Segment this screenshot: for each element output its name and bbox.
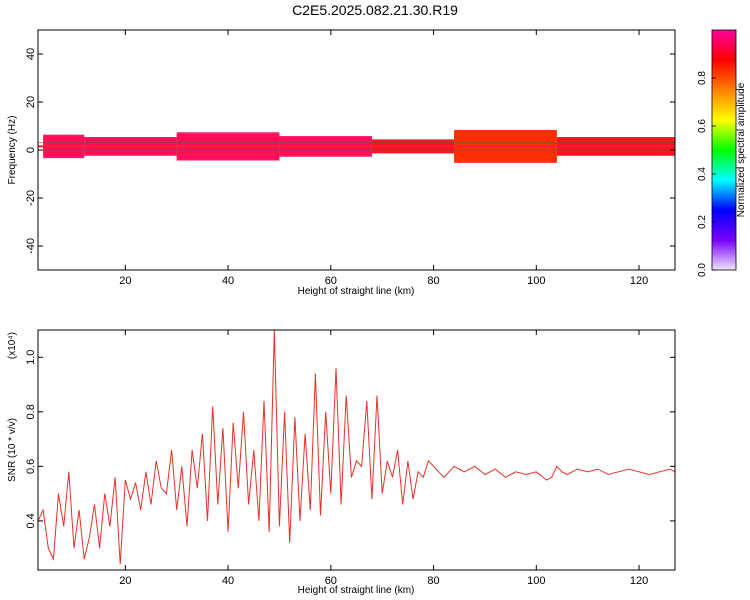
- y-tick-label: 20: [25, 96, 37, 108]
- colorbar-label: Normalized spectral amplitude: [736, 82, 747, 217]
- x-tick-label: 120: [630, 575, 648, 587]
- y-tick-label: 1.0: [25, 350, 37, 365]
- colorbar-gradient: [711, 29, 737, 271]
- snr-panel: 20 40 60 80 100 120 0.4 0.6 0.8 1.0 Height of st…: [7, 329, 676, 596]
- x-tick-label: 40: [222, 575, 234, 587]
- colorbar-tick-label: 0.6: [697, 119, 708, 133]
- colorbar-tick-label: 0.2: [697, 215, 708, 229]
- y-tick-label: 0.8: [25, 404, 37, 419]
- snr-y-axis-label: SNR (10 * v/v): [7, 418, 18, 482]
- x-tick-label: 40: [222, 275, 234, 287]
- y-tick-label: 0: [25, 147, 37, 153]
- x-tick-label: 60: [325, 575, 337, 587]
- colorbar-tick-label: 0.4: [697, 167, 708, 181]
- x-tick-label: 60: [325, 275, 337, 287]
- x-tick-label: 100: [527, 275, 545, 287]
- colorbar-tick-label: 0.0: [697, 263, 708, 277]
- y-tick-label: 40: [25, 48, 37, 60]
- spectrogram-panel: 20 40 60 80 100 120 -40 -20 0 20 40 Height of str…: [7, 29, 676, 297]
- x-tick-label: 100: [527, 575, 545, 587]
- snr-series-line: [38, 330, 675, 565]
- y-tick-label: -40: [25, 238, 37, 254]
- y-tick-label: 0.4: [25, 513, 37, 528]
- x-tick-label: 20: [119, 575, 131, 587]
- spectrogram-y-axis-label: Frequency (Hz): [7, 116, 18, 185]
- spectrogram-heatmap: [38, 129, 675, 163]
- x-tick-label: 120: [630, 275, 648, 287]
- snr-x-axis-label: Height of straight line (km): [298, 585, 415, 596]
- x-tick-label: 80: [427, 575, 439, 587]
- x-tick-label: 20: [119, 275, 131, 287]
- snr-frame: [37, 329, 676, 571]
- snr-y-multiplier: (x10⁴): [7, 332, 18, 359]
- colorbar: 0.0 0.2 0.4 0.6 0.8 Normalized spectral ampl…: [697, 29, 747, 277]
- colorbar-tick-label: 0.8: [697, 71, 708, 85]
- spectrogram-x-axis-label: Height of straight line (km): [298, 286, 415, 297]
- y-tick-label: -20: [25, 190, 37, 206]
- x-tick-label: 80: [427, 275, 439, 287]
- y-tick-label: 0.6: [25, 459, 37, 474]
- chart-title: C2E5.2025.082.21.30.R19: [292, 2, 458, 18]
